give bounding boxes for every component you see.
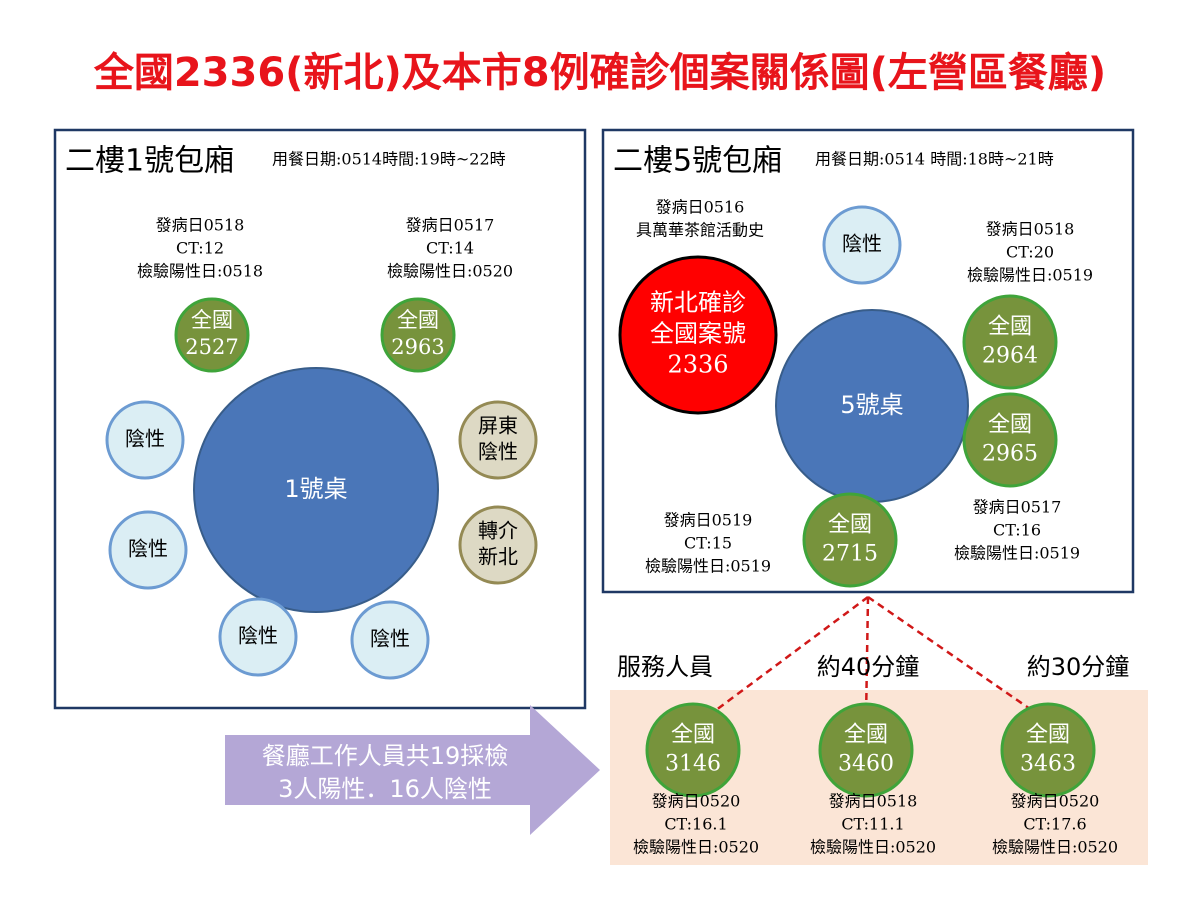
- case-note: 檢驗陽性日:0520: [633, 838, 759, 857]
- case-note: CT:20: [1006, 243, 1054, 262]
- case-note: CT:16: [993, 521, 1041, 540]
- case-label: 2963: [391, 335, 444, 359]
- case-note: 檢驗陽性日:0520: [387, 262, 513, 281]
- case-note: 發病日0517: [406, 216, 495, 235]
- table1-label: 1號桌: [284, 475, 347, 503]
- room2-info: 用餐日期:0514 時間:18時~21時: [815, 150, 1054, 169]
- case-note: 發病日0518: [986, 220, 1075, 239]
- link: [864, 596, 870, 721]
- case-label: 全國: [397, 308, 439, 332]
- case-label: 全國: [671, 723, 715, 748]
- arrow: [225, 705, 600, 835]
- case-node: [822, 205, 902, 285]
- case-node: [108, 510, 188, 590]
- case-label: 2336: [667, 351, 728, 379]
- case-note: 檢驗陽性日:0519: [954, 544, 1080, 563]
- case-node: [105, 400, 185, 480]
- case-label: 新北確診: [650, 288, 746, 316]
- case-label: 全國: [828, 513, 872, 538]
- table5-label: 5號桌: [840, 391, 903, 419]
- links: [699, 595, 1047, 724]
- link-label: 約40分鐘: [817, 653, 920, 681]
- case-node: [962, 294, 1058, 390]
- case-label: 全國: [988, 413, 1032, 438]
- case-note: 發病日0518: [156, 216, 245, 235]
- case-label: 全國: [844, 723, 888, 748]
- case-label: 新北: [478, 545, 518, 569]
- room1-info: 用餐日期:0514時間:19時~22時: [272, 150, 506, 169]
- room2-name: 二樓5號包廂: [613, 144, 782, 179]
- case-label: 3460: [838, 751, 894, 776]
- case-note: 檢驗陽性日:0518: [137, 262, 263, 281]
- case-label: 3463: [1020, 751, 1076, 776]
- case-node: [380, 297, 456, 373]
- case-node: [350, 600, 430, 680]
- case-label: 陰性: [478, 440, 518, 464]
- case-node: [218, 597, 298, 677]
- case-note: 檢驗陽性日:0520: [992, 838, 1118, 857]
- case-note: 發病日0516: [656, 198, 745, 217]
- case-label: 陰性: [842, 232, 882, 256]
- case-label: 陰性: [128, 537, 168, 561]
- case-note: 檢驗陽性日:0519: [967, 266, 1093, 285]
- case-label: 2715: [822, 541, 878, 566]
- case-label: 全國: [988, 315, 1032, 340]
- link-label: 約30分鐘: [1027, 653, 1130, 681]
- case-label: 屏東: [478, 414, 518, 438]
- room1-name: 二樓1號包廂: [65, 144, 234, 179]
- title: 全國2336(新北)及本市8例確診個案關係圖(左營區餐廳): [93, 50, 1106, 96]
- case-node: [1000, 702, 1096, 798]
- case-note: 檢驗陽性日:0520: [810, 838, 936, 857]
- case-note: CT:15: [684, 534, 732, 553]
- case-note: 發病日0517: [973, 498, 1062, 517]
- case-label: 2964: [982, 343, 1038, 368]
- link-label: 服務人員: [617, 653, 713, 681]
- case-label: 陰性: [238, 624, 278, 648]
- room1-box: [53, 128, 587, 710]
- case-node: [645, 702, 741, 798]
- case-label: 全國案號: [650, 320, 746, 348]
- case-node: [802, 492, 898, 588]
- case-note: CT:11.1: [841, 815, 904, 834]
- case-note: CT:16.1: [664, 815, 727, 834]
- room2-box: [601, 128, 1135, 594]
- case-note: 發病日0520: [1011, 792, 1100, 811]
- case-label: 轉介: [478, 519, 518, 543]
- link: [867, 595, 1047, 722]
- case-label: 全國: [1026, 723, 1070, 748]
- case-node: [458, 400, 538, 480]
- case-node: [962, 392, 1058, 488]
- case-note: CT:17.6: [1023, 815, 1086, 834]
- table1: [193, 367, 439, 613]
- case-note: CT:14: [426, 239, 474, 258]
- arrow-text: 餐廳工作人員共19採檢: [262, 742, 509, 770]
- case-node: [458, 505, 538, 585]
- case-label: 全國: [191, 308, 233, 332]
- case-note: CT:12: [176, 239, 224, 258]
- case-note: 具萬華茶館活動史: [636, 221, 764, 240]
- case-label: 2527: [185, 335, 238, 359]
- case-note: 發病日0519: [664, 511, 753, 530]
- case-note: 發病日0518: [829, 792, 918, 811]
- case-node: [618, 255, 778, 415]
- case-label: 2965: [982, 441, 1038, 466]
- case-node: [818, 702, 914, 798]
- case-node: [174, 297, 250, 373]
- link: [699, 595, 869, 724]
- case-note: 檢驗陽性日:0519: [645, 557, 771, 576]
- case-label: 陰性: [125, 427, 165, 451]
- arrow-text: 3人陽性．16人陰性: [278, 775, 492, 803]
- case-label: 3146: [665, 751, 721, 776]
- case-label: 陰性: [370, 627, 410, 651]
- case-note: 發病日0520: [652, 792, 741, 811]
